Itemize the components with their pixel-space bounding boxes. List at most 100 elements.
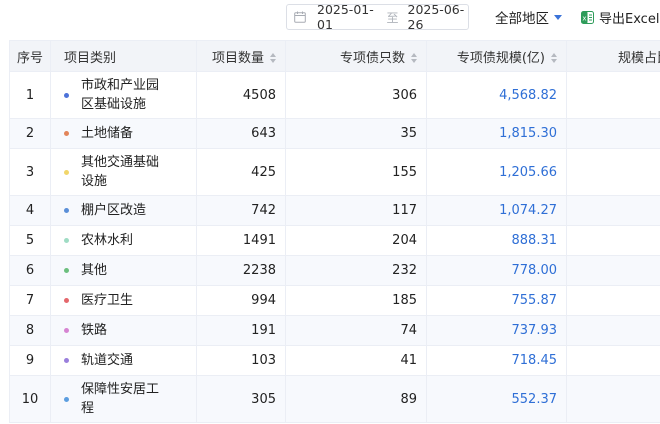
row-bond-scale: 888.31: [426, 225, 567, 256]
bond-scale-value: 778.00: [511, 263, 558, 278]
bond-scale-value: 552.37: [511, 391, 558, 407]
row-index-value: 1: [25, 87, 35, 103]
row-index: 5: [9, 225, 51, 256]
bond-scale-value: 1,205.66: [499, 164, 557, 180]
row-category: 棚户区改造: [50, 195, 197, 226]
export-excel-button[interactable]: x 导出Excel: [581, 7, 659, 27]
row-count: 643: [196, 118, 286, 149]
row-count: 994: [196, 285, 286, 316]
count-value: 4508: [242, 87, 276, 103]
category-color-dot: [64, 238, 69, 243]
row-index-value: 6: [25, 263, 35, 278]
category-color-dot: [64, 169, 69, 175]
row-share: [566, 71, 660, 119]
row-count: 1491: [196, 225, 286, 256]
header-bond-scale[interactable]: 专项债规模(亿): [426, 40, 567, 72]
table-row: 3 其他交通基础设施 425 155 1,205.66: [9, 148, 660, 196]
svg-text:x: x: [582, 14, 586, 22]
row-bond-scale: 755.87: [426, 285, 567, 316]
sort-icon[interactable]: [270, 53, 276, 63]
table-row: 8 铁路 191 74 737.93: [9, 315, 660, 346]
bond-scale-value: 737.93: [511, 323, 558, 338]
date-range-picker[interactable]: 2025-01-01 至 2025-06-26: [286, 2, 469, 32]
row-share: [566, 195, 660, 226]
bond-scale-value: 1,815.30: [499, 126, 557, 141]
row-category: 其他: [50, 255, 197, 286]
category-label: 市政和产业园区基础设施: [81, 78, 160, 112]
row-index-value: 2: [25, 126, 35, 141]
table-row: 2 土地储备 643 35 1,815.30: [9, 118, 660, 149]
row-index: 4: [9, 195, 51, 226]
row-category: 铁路: [50, 315, 197, 346]
row-share: [566, 285, 660, 316]
row-bond-count: 232: [285, 255, 427, 286]
row-bond-count: 74: [285, 315, 427, 346]
bond-scale-value: 755.87: [511, 293, 558, 308]
table-row: 9 轨道交通 103 41 718.45: [9, 345, 660, 376]
category-color-dot: [64, 131, 69, 136]
date-range-separator: 至: [386, 10, 399, 25]
row-bond-count: 204: [285, 225, 427, 256]
row-share: [566, 118, 660, 149]
header-bond-count[interactable]: 专项债只数: [285, 40, 427, 72]
bond-count-value: 41: [400, 353, 417, 368]
category-color-dot: [64, 92, 69, 98]
row-share: [566, 345, 660, 376]
bond-count-value: 204: [392, 233, 417, 248]
category-color-dot: [64, 268, 69, 273]
bond-scale-value: 1,074.27: [499, 203, 557, 218]
row-count: 425: [196, 148, 286, 196]
row-index: 9: [9, 345, 51, 376]
category-color-dot: [64, 358, 69, 363]
end-date-input[interactable]: 2025-06-26: [407, 2, 465, 32]
bond-count-value: 117: [392, 203, 417, 218]
row-bond-scale: 1,815.30: [426, 118, 567, 149]
row-category: 轨道交通: [50, 345, 197, 376]
table-row: 4 棚户区改造 742 117 1,074.27: [9, 195, 660, 226]
row-bond-count: 117: [285, 195, 427, 226]
category-label: 保障性安居工程: [81, 382, 160, 416]
count-value: 425: [251, 164, 276, 180]
bond-count-value: 155: [392, 164, 417, 180]
row-share: [566, 225, 660, 256]
category-label: 其他: [81, 263, 108, 278]
region-dropdown[interactable]: 全部地区: [495, 7, 562, 27]
header-share[interactable]: 规模占比: [566, 40, 660, 72]
category-label: 轨道交通: [81, 353, 134, 368]
start-date-input[interactable]: 2025-01-01: [317, 2, 374, 32]
row-index-value: 3: [25, 164, 35, 180]
table-header-row: 序号 项目类别 项目数量 专项债只数 专项债规模(亿) 规模占比: [9, 40, 660, 72]
category-label: 土地储备: [81, 126, 134, 141]
sort-icon[interactable]: [411, 53, 417, 63]
row-index-value: 8: [25, 323, 35, 338]
count-value: 103: [251, 353, 276, 368]
row-index-value: 5: [25, 233, 35, 248]
row-bond-count: 35: [285, 118, 427, 149]
row-index: 3: [9, 148, 51, 196]
export-label: 导出Excel: [599, 11, 660, 27]
sort-icon[interactable]: [551, 53, 557, 63]
count-value: 742: [251, 203, 276, 218]
row-share: [566, 148, 660, 196]
row-share: [566, 255, 660, 286]
bond-scale-value: 4,568.82: [499, 87, 557, 103]
row-index-value: 4: [25, 203, 35, 218]
bond-count-value: 306: [392, 87, 417, 103]
row-count: 2238: [196, 255, 286, 286]
row-bond-scale: 552.37: [426, 375, 567, 423]
bond-count-value: 89: [400, 391, 417, 407]
bond-scale-value: 888.31: [511, 233, 558, 248]
header-share-label: 规模占比: [617, 50, 660, 66]
header-category: 项目类别: [50, 40, 197, 72]
header-count-label: 项目数量: [211, 50, 264, 66]
toolbar: 2025-01-01 至 2025-06-26 全部地区 x 导出Excel: [0, 0, 660, 36]
category-label: 其他交通基础设施: [81, 155, 160, 189]
header-bond-count-label: 专项债只数: [339, 50, 405, 66]
count-value: 305: [251, 391, 276, 407]
row-index: 2: [9, 118, 51, 149]
category-label: 农林水利: [81, 233, 134, 248]
row-bond-scale: 1,074.27: [426, 195, 567, 226]
header-count[interactable]: 项目数量: [196, 40, 286, 72]
row-index: 6: [9, 255, 51, 286]
bond-category-table: 序号 项目类别 项目数量 专项债只数 专项债规模(亿) 规模占比 1 市政和产业园…: [9, 40, 660, 424]
